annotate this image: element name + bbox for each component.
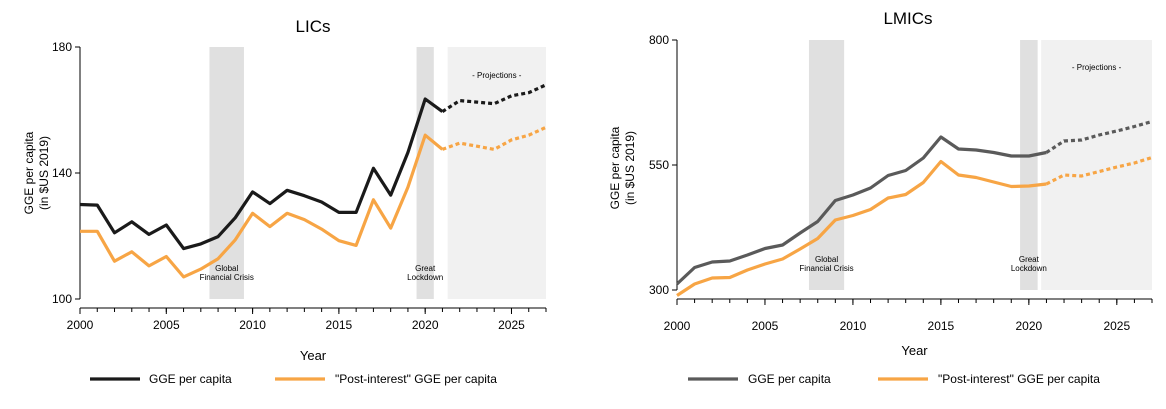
lics-y-axis-label: (in $US 2019)	[37, 136, 51, 210]
lmics-series-1-line	[676, 159, 1047, 297]
lics-x-tick-label: 2015	[326, 318, 353, 332]
lmics-shaded-period-label: Financial Crisis	[799, 264, 853, 273]
lmics-legend-label-0: GGE per capita	[748, 372, 831, 386]
lmics-x-tick-label: 2025	[1103, 319, 1130, 333]
lics-shaded-period-label: Great	[415, 264, 436, 273]
lics-x-tick-label: 2010	[239, 318, 266, 332]
lics-title: LICs	[296, 17, 331, 36]
lics-x-tick-label: 2020	[412, 318, 439, 332]
lics-series-0-line	[79, 97, 444, 251]
lics-shaded-period-0	[209, 47, 244, 299]
lmics-legend-label-1: "Post-interest" GGE per capita	[938, 372, 1100, 386]
lmics-x-tick-label: 2010	[840, 319, 867, 333]
lics-y-tick-label: 100	[52, 292, 72, 306]
lmics-title: LMICs	[883, 9, 932, 28]
lics-y-tick-label: 140	[52, 166, 72, 180]
lics-series-0-projection-line	[441, 83, 547, 113]
lmics-shaded-period-1	[1020, 40, 1038, 290]
lmics-x-axis-label: Year	[901, 343, 928, 358]
lmics-x-tick-label: 2005	[752, 319, 779, 333]
lics-series-1-projection-line	[441, 125, 547, 152]
lmics-y-axis-label: (in $US 2019)	[623, 131, 637, 205]
lics-x-tick-label: 2000	[67, 318, 94, 332]
lmics-shaded-period-label: Lockdown	[1011, 264, 1047, 273]
lmics-y-tick-label: 300	[649, 283, 669, 297]
lmics-y-tick-label: 550	[649, 158, 669, 172]
lmics-y-axis-label: GGE per capita	[608, 126, 622, 209]
lics-legend-label-0: GGE per capita	[149, 372, 232, 386]
lics-x-tick-label: 2025	[498, 318, 525, 332]
lmics-shaded-period-label: Great	[1019, 255, 1040, 264]
lics-shaded-period-1	[416, 47, 434, 299]
lics-shaded-period-label: Lockdown	[407, 273, 443, 282]
lics-shaded-period-label: Global	[215, 264, 238, 273]
lics-y-tick-label: 180	[52, 40, 72, 54]
lmics-series-0-line	[675, 135, 1047, 286]
lmics-x-tick-label: 2000	[664, 319, 691, 333]
lmics-y-tick-label: 800	[649, 33, 669, 47]
lmics-shaded-period-0	[808, 40, 845, 290]
lics-x-tick-label: 2005	[153, 318, 180, 332]
lmics-projection-region	[1041, 40, 1152, 290]
lics-y-axis-label: GGE per capita	[22, 131, 36, 214]
lics-projection-label: - Projections -	[472, 71, 522, 80]
lics-projection-region	[447, 47, 546, 299]
lmics-projection-label: - Projections -	[1072, 63, 1122, 72]
lmics-shaded-period-label: Global	[815, 255, 838, 264]
lmics-x-tick-label: 2015	[928, 319, 955, 333]
lics-legend-label-1: "Post-interest" GGE per capita	[335, 372, 497, 386]
lmics-x-tick-label: 2020	[1016, 319, 1043, 333]
lics-x-axis-label: Year	[300, 348, 327, 363]
lics-series-1-line	[80, 133, 444, 279]
lics-shaded-period-label: Financial Crisis	[200, 273, 254, 282]
